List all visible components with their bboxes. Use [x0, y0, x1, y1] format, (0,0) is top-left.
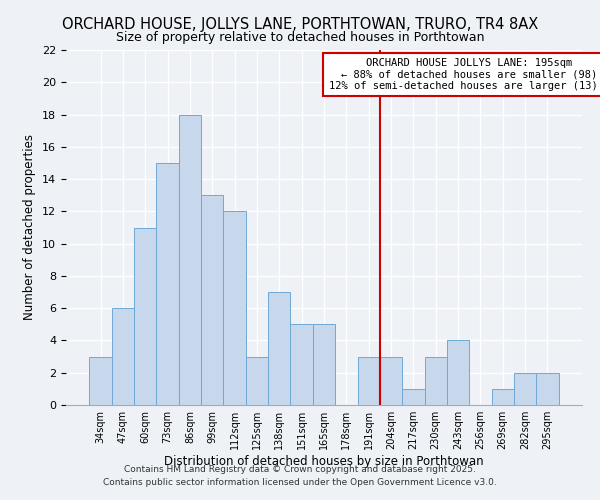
- Text: Size of property relative to detached houses in Porthtowan: Size of property relative to detached ho…: [116, 31, 484, 44]
- Bar: [179, 114, 201, 405]
- Text: Contains HM Land Registry data © Crown copyright and database right 2025.: Contains HM Land Registry data © Crown c…: [124, 466, 476, 474]
- Bar: [447, 340, 469, 405]
- Bar: [112, 308, 134, 405]
- Bar: [380, 356, 402, 405]
- Text: Contains public sector information licensed under the Open Government Licence v3: Contains public sector information licen…: [103, 478, 497, 487]
- Bar: [134, 228, 157, 405]
- Bar: [313, 324, 335, 405]
- Bar: [157, 163, 179, 405]
- Bar: [402, 389, 425, 405]
- Bar: [425, 356, 447, 405]
- Text: ORCHARD HOUSE, JOLLYS LANE, PORTHTOWAN, TRURO, TR4 8AX: ORCHARD HOUSE, JOLLYS LANE, PORTHTOWAN, …: [62, 18, 538, 32]
- Bar: [491, 389, 514, 405]
- Bar: [201, 195, 223, 405]
- Bar: [246, 356, 268, 405]
- Bar: [536, 372, 559, 405]
- Bar: [268, 292, 290, 405]
- Bar: [514, 372, 536, 405]
- Bar: [89, 356, 112, 405]
- Text: ORCHARD HOUSE JOLLYS LANE: 195sqm
← 88% of detached houses are smaller (98)
12% : ORCHARD HOUSE JOLLYS LANE: 195sqm ← 88% …: [329, 58, 600, 92]
- Bar: [223, 212, 246, 405]
- X-axis label: Distribution of detached houses by size in Porthtowan: Distribution of detached houses by size …: [164, 455, 484, 468]
- Bar: [290, 324, 313, 405]
- Bar: [358, 356, 380, 405]
- Y-axis label: Number of detached properties: Number of detached properties: [23, 134, 37, 320]
